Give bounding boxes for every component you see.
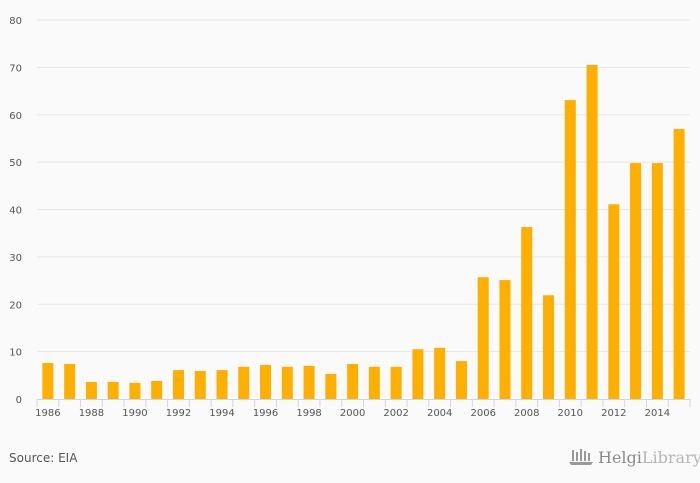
bar-1987 xyxy=(64,363,76,399)
bar-2012 xyxy=(608,204,620,399)
helgi-library-logo[interactable]: HelgiLibrary. xyxy=(568,447,700,467)
bar-2010 xyxy=(564,100,576,399)
bar-2003 xyxy=(412,349,424,399)
bar-1999 xyxy=(325,373,337,399)
x-tick-label: 2004 xyxy=(427,408,452,419)
y-tick-label: 40 xyxy=(9,206,22,217)
bar-2011 xyxy=(586,65,598,399)
bar-1997 xyxy=(281,366,293,399)
library-building-icon xyxy=(569,449,593,465)
bar-1991 xyxy=(151,380,163,399)
y-tick-label: 30 xyxy=(9,253,22,264)
bar-2014 xyxy=(651,163,663,399)
bar-2005 xyxy=(455,361,467,399)
bar-1992 xyxy=(172,370,184,399)
x-tick-label: 1996 xyxy=(253,408,278,419)
bar-chart: 0 10 20 30 40 50 60 70 80 1986 1988 1990 1992 1994 199… xyxy=(9,16,691,419)
bar-2015 xyxy=(673,128,685,399)
bar-2000 xyxy=(347,363,359,399)
x-tick-label: 1998 xyxy=(296,408,321,419)
bar-1986 xyxy=(42,362,54,399)
y-tick-label: 20 xyxy=(9,300,22,311)
x-tick-label: 1988 xyxy=(79,408,104,419)
bar-2007 xyxy=(499,280,511,399)
x-tick-label: 2014 xyxy=(645,408,670,419)
bar-1990 xyxy=(129,382,141,399)
x-tick-label: 1992 xyxy=(166,408,191,419)
y-tick-label: 10 xyxy=(9,348,22,359)
bar-2006 xyxy=(477,277,489,399)
bar-2004 xyxy=(434,347,446,399)
x-tick-label: 1994 xyxy=(209,408,234,419)
logo-text-helgi: Helgi xyxy=(598,447,642,467)
x-tick-label: 2000 xyxy=(340,408,365,419)
x-tick-label: 2012 xyxy=(601,408,626,419)
x-tick-label: 2008 xyxy=(514,408,539,419)
bar-1996 xyxy=(260,364,272,399)
y-tick-label: 70 xyxy=(9,63,22,74)
x-tick-label: 2010 xyxy=(558,408,583,419)
x-tick-label: 2002 xyxy=(383,408,408,419)
y-tick-label: 0 xyxy=(16,395,22,406)
bar-2008 xyxy=(521,227,533,399)
x-tick-label: 1990 xyxy=(122,408,147,419)
source-label: Source: EIA xyxy=(9,451,78,465)
bar-1989 xyxy=(107,381,119,399)
y-tick-label: 80 xyxy=(9,16,22,27)
bar-1994 xyxy=(216,370,228,399)
bar-1993 xyxy=(194,371,206,399)
x-tick-label: 1986 xyxy=(35,408,60,419)
bar-2009 xyxy=(543,295,555,399)
x-tick-label: 2006 xyxy=(470,408,495,419)
bar-1995 xyxy=(238,366,250,399)
logo-text-library: Library. xyxy=(641,447,700,467)
bar-2013 xyxy=(630,163,642,399)
bar-1988 xyxy=(85,381,97,399)
bar-2002 xyxy=(390,366,402,399)
bar-1998 xyxy=(303,365,315,399)
bar-2001 xyxy=(368,366,380,399)
y-tick-label: 60 xyxy=(9,111,22,122)
y-tick-label: 50 xyxy=(9,158,22,169)
